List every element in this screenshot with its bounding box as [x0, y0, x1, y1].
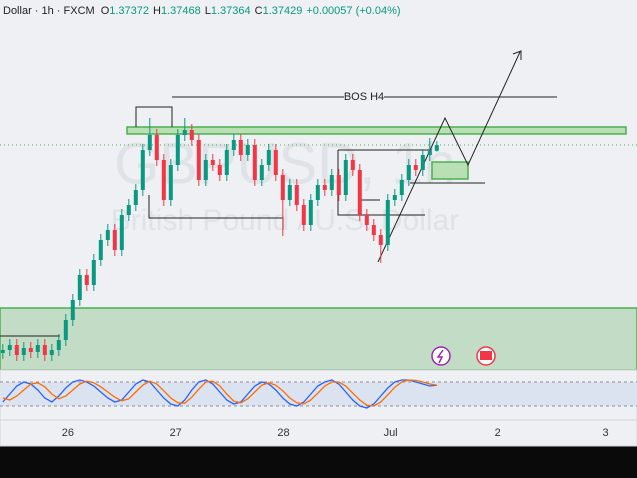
candle-body: [392, 195, 397, 200]
candle-body: [350, 160, 355, 170]
candle-body: [259, 165, 264, 180]
bos-label: BOS H4: [344, 91, 384, 103]
candle-body: [329, 175, 334, 190]
candle-body: [7, 345, 12, 350]
event-icon-glyph: [480, 351, 492, 360]
candle-body: [147, 135, 152, 150]
watermark-subtitle: British Pound / U.S. Dollar: [111, 204, 459, 237]
candle-body: [35, 345, 40, 352]
header: Dollar · 1h · FXCM O1.37372 H1.37468 L1.373…: [3, 5, 401, 17]
candle-body: [49, 350, 54, 355]
label-bg: [344, 90, 384, 104]
candle-body: [56, 340, 61, 350]
x-tick-label: 26: [62, 427, 74, 439]
candle-body: [140, 150, 145, 190]
arrow-head: [512, 50, 522, 60]
x-tick-label: 3: [602, 427, 608, 439]
stoch-d: [2, 379, 437, 407]
candle-body: [378, 235, 383, 245]
x-tick-label: 28: [277, 427, 289, 439]
header-part: L: [205, 5, 211, 17]
candle-body: [336, 175, 341, 195]
candle-body: [413, 165, 418, 170]
candle-body: [224, 150, 229, 175]
event-icon[interactable]: [431, 346, 451, 366]
candle-body: [343, 160, 348, 195]
candle-body: [126, 205, 131, 215]
header-part: C: [255, 5, 263, 17]
candle-body: [427, 151, 432, 155]
candle-body: [294, 185, 299, 205]
candle-body: [315, 185, 320, 200]
candle-body: [175, 135, 180, 165]
header-part: H: [153, 5, 161, 17]
candle-body: [434, 145, 439, 151]
candle-body: [217, 165, 222, 175]
candle-body: [280, 175, 285, 200]
candle-body: [77, 275, 82, 300]
candle-body: [210, 160, 215, 165]
supply-zone: [126, 126, 627, 135]
candle-body: [182, 130, 187, 135]
box: [135, 106, 173, 127]
candle-body: [287, 185, 292, 200]
candle-body: [0, 350, 5, 353]
candle-body: [420, 155, 425, 170]
candle-body: [308, 200, 313, 225]
candle-body: [91, 260, 96, 285]
candle-body: [406, 165, 411, 180]
x-tick-label: Jul: [384, 427, 398, 439]
candle-body: [42, 345, 47, 355]
candle-body: [245, 145, 250, 155]
candle-body: [14, 345, 19, 355]
candle-body: [133, 190, 138, 205]
candle-body: [252, 145, 257, 180]
header-part: 1.37429: [263, 5, 303, 17]
candle-body: [21, 348, 26, 355]
header-part: 1.37364: [211, 5, 251, 17]
candle-body: [266, 150, 271, 165]
candle-body: [301, 205, 306, 225]
x-tick-label: 27: [170, 427, 182, 439]
candle-body: [168, 165, 173, 200]
candle-body: [189, 130, 194, 140]
candle-body: [161, 160, 166, 200]
candle-body: [273, 150, 278, 175]
candle-body: [399, 180, 404, 195]
candle-body: [84, 275, 89, 285]
header-part: O: [101, 5, 110, 17]
x-tick-label: 2: [495, 427, 501, 439]
candle-body: [371, 225, 376, 235]
candle-body: [105, 230, 110, 240]
header-part: Dollar · 1h · FXCM: [3, 5, 95, 17]
header-part: 1.37372: [109, 5, 149, 17]
stoch-k: [2, 379, 437, 409]
candle-body: [63, 320, 68, 340]
candle-body: [70, 300, 75, 320]
candle-body: [385, 200, 390, 245]
entry-zone: [431, 161, 469, 180]
demand-zone: [0, 307, 637, 371]
x-axis: [0, 419, 637, 447]
candle-body: [154, 135, 159, 160]
candle-body: [357, 170, 362, 215]
candle-body: [98, 240, 103, 260]
candle-body: [203, 160, 208, 180]
header-part: 1.37468: [161, 5, 201, 17]
candle-body: [119, 215, 124, 250]
candle-body: [28, 348, 33, 352]
event-icon-glyph: [436, 349, 444, 364]
candle-body: [322, 185, 327, 190]
candle-body: [196, 140, 201, 180]
bottom-bar: [0, 446, 637, 478]
candle-body: [112, 230, 117, 250]
candle-body: [231, 140, 236, 150]
projection: [377, 51, 521, 263]
candle-body: [238, 140, 243, 155]
header-part: +0.00057 (+0.04%): [306, 5, 400, 17]
box: [337, 150, 425, 216]
candle-body: [364, 215, 369, 225]
